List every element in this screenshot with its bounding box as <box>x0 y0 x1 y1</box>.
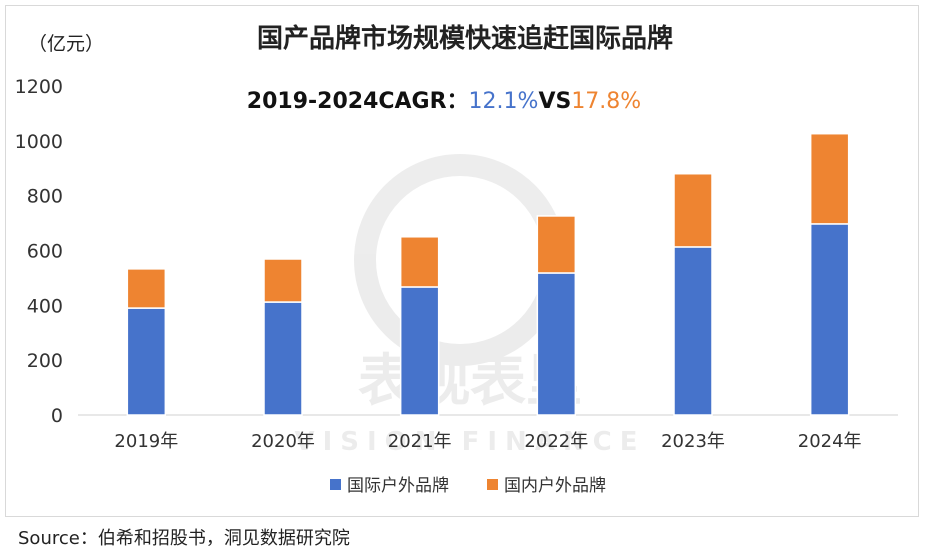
bar-international <box>399 286 440 416</box>
bar-international <box>536 272 577 416</box>
bar-domestic <box>263 258 303 303</box>
x-tick-label: 2021年 <box>388 431 452 452</box>
x-tick-label: 2024年 <box>798 431 862 452</box>
watermark-en: VISION FINANCE <box>294 427 645 457</box>
source-note: Source：伯希和招股书，洞见数据研究院 <box>18 528 350 549</box>
y-tick-label: 800 <box>27 186 63 208</box>
bar-domestic <box>536 215 577 274</box>
x-tick-label: 2023年 <box>661 431 725 452</box>
bar-domestic <box>399 236 440 288</box>
y-tick-label: 1000 <box>15 131 63 153</box>
y-tick-label: 600 <box>27 241 63 263</box>
bar-domestic <box>809 132 850 225</box>
chart-subtitle: 2019-2024CAGR：12.1%VS17.8% <box>247 89 641 114</box>
bar-international <box>809 223 850 416</box>
watermark: 表观表里 VISION FINANCE <box>294 154 645 457</box>
bar-international <box>263 301 303 416</box>
chart-title: 国产品牌市场规模快速追赶国际品牌 <box>257 23 673 54</box>
chart-frame <box>5 5 919 517</box>
legend-swatch <box>487 479 498 490</box>
bar-international <box>673 246 713 416</box>
y-tick-label: 1200 <box>15 76 63 98</box>
x-tick-label: 2020年 <box>251 431 315 452</box>
y-tick-label: 200 <box>27 350 63 372</box>
legend-label: 国际户外品牌 <box>347 476 449 496</box>
legend-label: 国内户外品牌 <box>504 476 606 496</box>
bar-domestic <box>126 268 167 309</box>
x-tick-label: 2022年 <box>524 431 588 452</box>
x-tick-label: 2019年 <box>114 431 178 452</box>
y-tick-label: 400 <box>27 295 63 317</box>
bar-international <box>126 307 167 416</box>
bar-domestic <box>673 172 713 248</box>
legend-swatch <box>330 479 341 490</box>
y-axis-label: （亿元） <box>28 33 104 55</box>
y-tick-label: 0 <box>51 405 63 427</box>
